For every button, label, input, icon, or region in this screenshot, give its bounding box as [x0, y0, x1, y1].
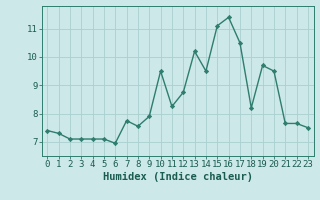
X-axis label: Humidex (Indice chaleur): Humidex (Indice chaleur) — [103, 172, 252, 182]
